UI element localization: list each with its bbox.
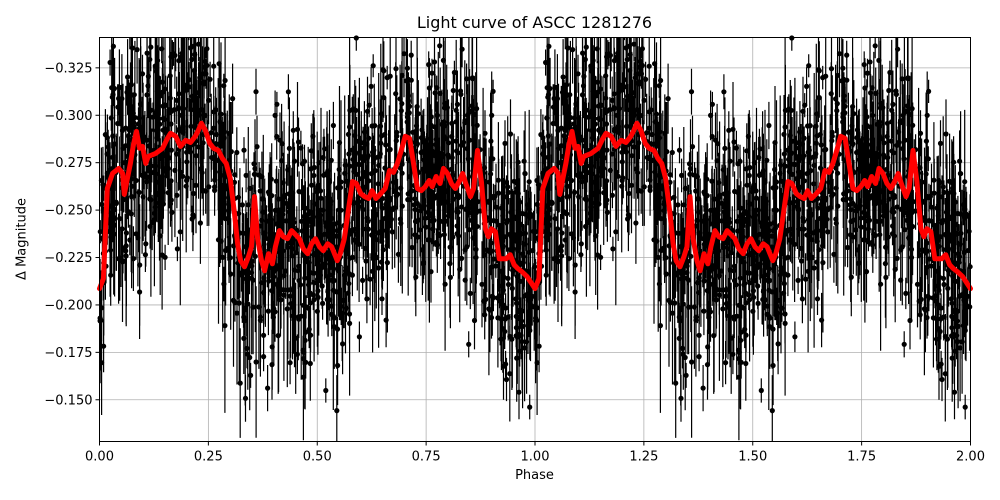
y-tick-label: −0.225 [44,251,92,266]
y-tick-label: −0.175 [44,346,92,361]
chart-title: Light curve of ASCC 1281276 [416,13,653,32]
y-tick-label: −0.150 [44,393,92,408]
x-axis-ticks: 0.00 0.25 0.50 0.75 1.00 1.25 1.50 1.75 2.00 [85,441,985,465]
x-tick-label: 1.00 [521,450,550,465]
x-tick-label: 2.00 [956,450,985,465]
y-tick-label: −0.325 [44,61,92,76]
x-tick-label: 1.75 [847,450,876,465]
y-tick-label: −0.300 [44,109,92,124]
x-tick-label: 1.50 [738,450,767,465]
binned-curve [97,120,973,292]
x-tick-label: 0.25 [194,450,223,465]
y-tick-label: −0.200 [44,298,92,313]
x-tick-label: 1.25 [629,450,658,465]
observation-errorbars [97,35,973,442]
x-axis-label: Phase [515,468,554,483]
y-axis-ticks: −0.325 −0.300 −0.275 −0.250 −0.225 −0.200 −0.1… [44,61,100,408]
y-axis-label: Δ Magnitude [14,198,30,280]
y-tick-label: −0.250 [44,204,92,219]
x-tick-label: 0.50 [303,450,332,465]
x-tick-label: 0.00 [85,450,114,465]
y-tick-label: −0.275 [44,156,92,171]
x-tick-label: 0.75 [412,450,441,465]
